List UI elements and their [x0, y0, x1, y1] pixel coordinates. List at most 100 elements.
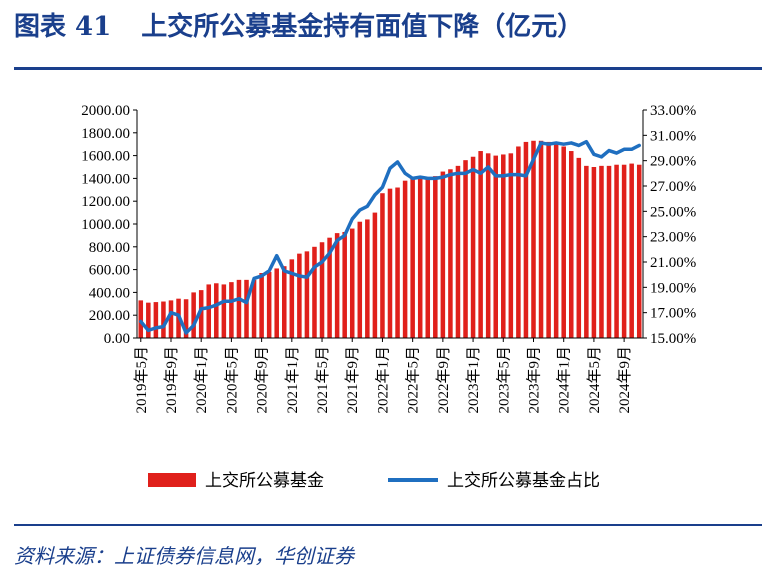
- bar: [342, 231, 347, 338]
- bar: [198, 290, 204, 338]
- bar: [508, 153, 514, 338]
- x-tick-label: 2024年9月: [616, 346, 633, 414]
- bar: [372, 212, 378, 338]
- bar: [576, 157, 582, 338]
- bar: [606, 165, 612, 338]
- title-rule: [14, 67, 762, 70]
- left-tick-label: 800.00: [89, 240, 130, 256]
- bar: [161, 301, 166, 338]
- bar: [568, 151, 574, 338]
- bar: [538, 140, 544, 338]
- bar: [168, 300, 174, 338]
- bar: [629, 163, 634, 338]
- bar: [229, 282, 234, 338]
- bar: [304, 251, 310, 338]
- left-tick-label: 200.00: [89, 308, 130, 324]
- x-tick-label: 2023年5月: [495, 346, 512, 414]
- bar: [387, 188, 393, 338]
- figure-title: 上交所公募基金持有面值下降（亿元）: [141, 11, 584, 42]
- right-tick-label: 23.00%: [650, 230, 696, 246]
- left-tick-label: 2000.00: [81, 103, 130, 119]
- right-tick-label: 17.00%: [650, 306, 696, 322]
- bar: [553, 144, 559, 338]
- bar: [146, 302, 151, 338]
- x-tick-label: 2024年5月: [586, 346, 603, 414]
- bar: [402, 180, 408, 338]
- bar: [183, 299, 189, 338]
- bar: [463, 160, 468, 338]
- right-tick-label: 29.00%: [650, 154, 696, 170]
- figure-title-bar: 图表 41 上交所公募基金持有面值下降（亿元）: [14, 4, 583, 44]
- bar: [138, 300, 144, 338]
- x-tick-label: 2019年9月: [163, 346, 180, 414]
- bar: [251, 279, 257, 338]
- bar: [621, 164, 627, 338]
- bar: [501, 154, 506, 338]
- bar: [584, 165, 589, 338]
- x-tick-label: 2023年9月: [525, 346, 542, 414]
- left-tick-label: 1800.00: [81, 126, 130, 142]
- bar: [206, 284, 212, 338]
- x-tick-label: 2022年9月: [435, 346, 452, 414]
- x-tick-label: 2019年5月: [133, 346, 150, 414]
- bar: [334, 233, 340, 338]
- source-rule: [14, 524, 762, 526]
- x-tick-label: 2021年5月: [314, 346, 331, 414]
- bar: [380, 193, 385, 338]
- bar: [357, 221, 363, 338]
- bar: [531, 140, 536, 338]
- bar: [493, 155, 498, 338]
- left-tick-label: 1000.00: [81, 217, 130, 233]
- left-tick-label: 0.00: [104, 331, 130, 347]
- right-tick-label: 33.00%: [650, 103, 696, 119]
- bar: [365, 219, 370, 338]
- chart-axes: 0.00 200.00 400.00 600.00 800.00 1000.00 1200.…: [81, 103, 696, 414]
- right-tick-label: 21.00%: [650, 255, 696, 271]
- bar: [425, 178, 431, 338]
- right-tick-label: 31.00%: [650, 128, 696, 144]
- left-tick-label: 1200.00: [81, 194, 130, 210]
- right-tick-label: 27.00%: [650, 179, 696, 195]
- share-line: [139, 139, 641, 335]
- bar: [636, 164, 642, 338]
- x-tick-label: 2022年1月: [374, 346, 391, 414]
- bar: [561, 146, 566, 338]
- x-tick-label: 2021年1月: [284, 346, 301, 414]
- x-tick-label: 2022年5月: [405, 346, 422, 414]
- bar: [614, 164, 619, 338]
- bar: [455, 165, 461, 338]
- legend-bar-swatch: [148, 473, 196, 487]
- source-note: 资料来源：上证债券信息网，华创证券: [14, 544, 354, 568]
- bar: [349, 228, 355, 338]
- bar: [266, 271, 272, 338]
- bar: [214, 283, 219, 338]
- bar: [327, 237, 332, 338]
- bar: [395, 187, 400, 338]
- bar: [478, 151, 483, 338]
- bar: [485, 153, 491, 338]
- bar-series: [138, 140, 642, 338]
- bar: [153, 302, 159, 338]
- left-tick-label: 400.00: [89, 285, 130, 301]
- bar: [591, 167, 597, 338]
- x-tick-label: 2020年9月: [254, 346, 271, 414]
- line-series: [139, 139, 641, 335]
- bar: [440, 171, 446, 338]
- bar: [191, 292, 196, 338]
- x-tick-label: 2021年9月: [344, 346, 361, 414]
- left-tick-label: 600.00: [89, 263, 130, 279]
- bar: [236, 279, 242, 338]
- bar: [244, 279, 249, 338]
- right-tick-label: 15.00%: [650, 331, 696, 347]
- bar: [312, 246, 317, 338]
- bar: [448, 169, 453, 338]
- bar: [319, 242, 325, 338]
- x-tick-label: 2023年1月: [465, 346, 482, 414]
- bar: [221, 284, 227, 338]
- left-tick-label: 1400.00: [81, 171, 130, 187]
- bar: [259, 273, 264, 338]
- bar: [410, 178, 415, 338]
- bar: [282, 266, 287, 338]
- bar: [470, 156, 476, 338]
- bar: [417, 176, 423, 338]
